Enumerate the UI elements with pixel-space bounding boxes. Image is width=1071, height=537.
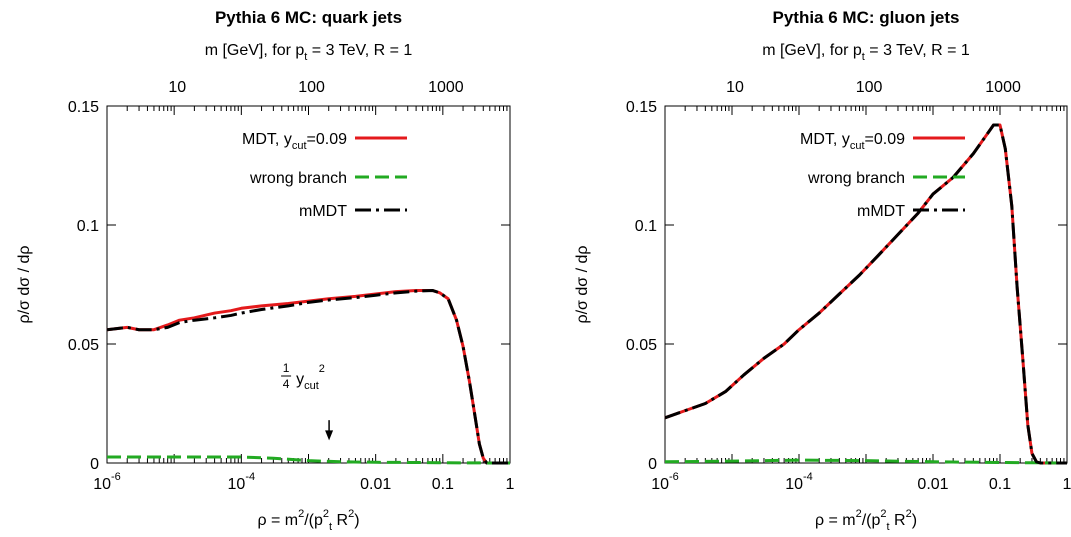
x-tick-label: 0.1 (432, 476, 454, 493)
legend-label-1: MDT, ycut=0.09 (800, 131, 905, 152)
x-tick-label: 0.01 (360, 476, 391, 493)
top-tick-label: 100 (856, 79, 883, 96)
fraction-numerator: 1 (283, 361, 290, 375)
chart-panel-2: Pythia 6 MC: gluon jets m [GeV], for pt =… (574, 8, 1071, 533)
x-tick-label: 10-4 (228, 471, 256, 493)
x-axis-label: ρ = m2/(p2t R2) (815, 508, 917, 532)
y-tick-label: 0.05 (68, 337, 99, 354)
x-tick-label: 10-4 (785, 471, 813, 493)
chart-title: Pythia 6 MC: gluon jets (772, 8, 959, 27)
plot-frame (106, 105, 511, 464)
y-axis-label: ρ/σ dσ / dρ (16, 246, 33, 324)
x-tick-label: 1 (1063, 476, 1071, 493)
y-axis-label: ρ/σ dσ / dρ (574, 246, 591, 324)
y-tick-label: 0.1 (77, 218, 99, 235)
y-tick-label: 0.15 (68, 99, 99, 116)
legend-label-3: mMDT (857, 203, 905, 220)
series-line-2 (107, 455, 510, 465)
y-tick-label: 0.1 (635, 218, 657, 235)
legend-label-2: wrong branch (807, 170, 905, 187)
legend-label-1: MDT, ycut=0.09 (242, 131, 347, 152)
x-tick-label: 0.01 (917, 476, 948, 493)
legend-label-2: wrong branch (249, 170, 347, 187)
series-line-3 (106, 288, 510, 465)
top-tick-label: 1000 (428, 79, 464, 96)
series-line-1 (106, 288, 510, 465)
y-tick-label: 0.05 (626, 337, 657, 354)
series-line-2 (664, 458, 1068, 465)
x-tick-label: 0.1 (989, 476, 1011, 493)
top-tick-label: 10 (726, 79, 744, 96)
x-tick-label: 1 (506, 476, 515, 493)
top-tick-label: 1000 (985, 79, 1021, 96)
y-tick-label: 0 (90, 456, 99, 473)
ycut-annotation: 1 4 ycut2 (281, 361, 334, 441)
legend-label-3: mMDT (299, 203, 347, 220)
fraction-denominator: 4 (283, 377, 290, 391)
chart-panel-1: Pythia 6 MC: quark jets m [GeV], for pt =… (16, 8, 515, 533)
top-axis-label: m [GeV], for pt = 3 TeV, R = 1 (762, 42, 970, 63)
annotation-arrow-head (325, 430, 334, 441)
top-tick-label: 10 (168, 79, 186, 96)
chart-title: Pythia 6 MC: quark jets (215, 8, 402, 27)
x-tick-label: 10-6 (93, 471, 121, 493)
annotation-label: ycut2 (296, 363, 325, 392)
series-line-3 (664, 123, 1067, 465)
y-tick-label: 0 (648, 456, 657, 473)
x-axis-label: ρ = m2/(p2t R2) (257, 508, 359, 532)
y-tick-label: 0.15 (626, 99, 657, 116)
x-tick-label: 10-6 (651, 471, 679, 493)
top-axis-label: m [GeV], for pt = 3 TeV, R = 1 (205, 42, 413, 63)
top-tick-label: 100 (298, 79, 325, 96)
